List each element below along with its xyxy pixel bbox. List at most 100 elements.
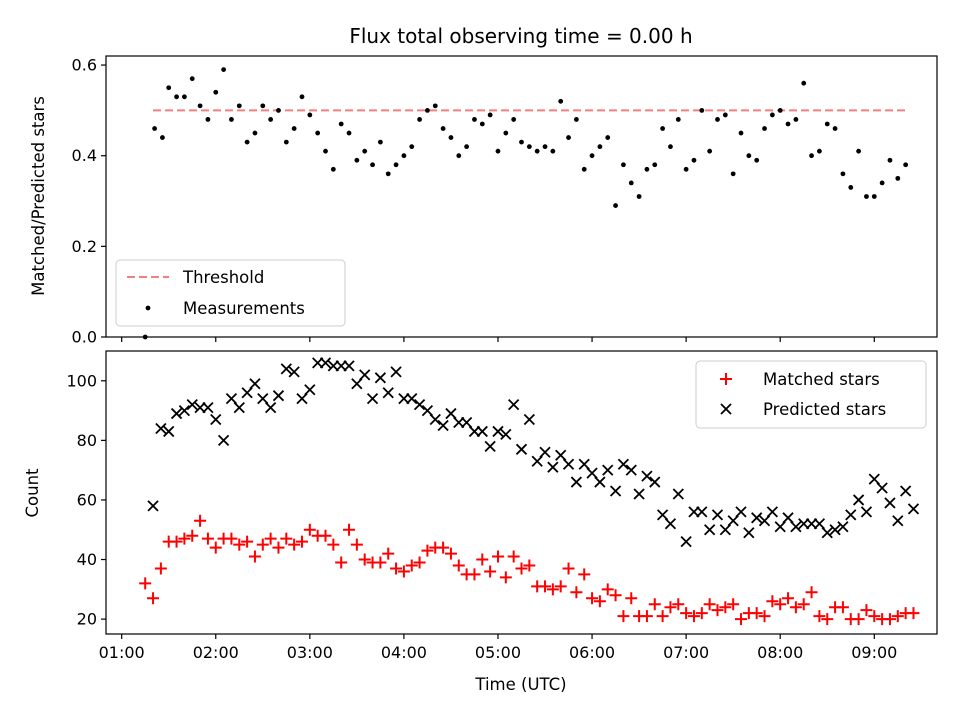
- predicted-star-point: [476, 425, 488, 438]
- measurement-point: [817, 148, 822, 154]
- matched-star-point: [295, 535, 308, 548]
- predicted-star-point: [233, 401, 245, 414]
- measurement-point: [730, 171, 736, 177]
- measurement-point: [511, 117, 517, 122]
- predicted-star-point: [735, 506, 747, 518]
- matched-star-point: [758, 610, 771, 623]
- predicted-star-point: [704, 524, 716, 536]
- measurement-point: [229, 117, 234, 122]
- matched-star-point: [335, 556, 348, 569]
- x-tick-label: 05:00: [475, 643, 521, 662]
- measurement-point: [370, 162, 375, 168]
- matched-star-point: [774, 598, 787, 611]
- measurement-point: [566, 135, 571, 140]
- measurement-point: [887, 157, 893, 163]
- matched-star-point: [350, 538, 363, 551]
- bottom-y-axis-label: Count: [23, 468, 42, 518]
- predicted-star-point: [892, 515, 904, 527]
- measurement-point: [636, 194, 642, 199]
- predicted-star-point: [578, 458, 590, 470]
- matched-star-point: [437, 541, 450, 554]
- legend-matched-swatch: [720, 373, 732, 385]
- measurement-point: [864, 194, 869, 199]
- matched-star-point: [821, 613, 834, 626]
- bottom-legend-box: [695, 360, 927, 429]
- matched-star-point: [648, 598, 661, 611]
- measurement-point: [519, 139, 524, 145]
- matched-star-point: [507, 550, 520, 563]
- measurement-point: [628, 180, 634, 186]
- measurement-point: [487, 112, 493, 118]
- predicted-star-point: [570, 476, 583, 488]
- matched-star-point: [491, 550, 504, 563]
- predicted-star-point: [813, 518, 826, 530]
- bottom-y-tick-label: 60: [77, 490, 97, 509]
- matched-star-point: [554, 580, 567, 593]
- matched-star-point: [891, 610, 904, 623]
- matched-star-point: [680, 607, 693, 620]
- measurement-point: [338, 121, 344, 127]
- measurement-point: [213, 89, 219, 95]
- measurement-point: [597, 144, 603, 150]
- matched-star-point: [860, 604, 873, 617]
- measurement-point: [299, 94, 305, 100]
- measurement-point: [425, 107, 430, 113]
- measurement-point: [879, 180, 885, 186]
- measurement-point: [746, 153, 752, 159]
- top-y-tick-label: 0.6: [72, 56, 97, 75]
- measurement-point: [699, 107, 705, 113]
- matched-star-point: [672, 598, 685, 611]
- measurement-point: [393, 162, 399, 168]
- matched-star-point: [319, 529, 332, 542]
- predicted-star-point: [719, 524, 731, 536]
- matched-star-point: [664, 601, 677, 614]
- bottom-panel: 20 40 60 80 100 01:00 02:00 03:00 04:00 05:00 06:…: [23, 350, 938, 694]
- predicted-star-point: [319, 357, 332, 369]
- matched-star-point: [444, 547, 457, 560]
- measurement-point: [683, 166, 689, 172]
- matched-star-point: [186, 529, 199, 542]
- measurement-point: [323, 148, 328, 154]
- measurement-point: [777, 107, 783, 113]
- predicted-star-point: [539, 446, 551, 458]
- predicted-star-point: [876, 482, 888, 494]
- predicted-star-point: [421, 404, 434, 417]
- measurement-point: [542, 144, 548, 150]
- top-y-tick-label: 0.4: [72, 146, 97, 165]
- matched-star-point: [578, 568, 591, 581]
- predicted-star-point: [641, 470, 653, 482]
- measurement-point: [871, 194, 877, 199]
- predicted-star-point: [163, 425, 175, 438]
- matched-star-point: [413, 556, 426, 569]
- bottom-y-tick-label: 20: [77, 610, 97, 629]
- predicted-star-point: [602, 464, 614, 476]
- predicted-star-point: [202, 401, 214, 414]
- measurement-point: [754, 157, 760, 163]
- predicted-star-point: [429, 413, 441, 426]
- predicted-star-point: [782, 512, 794, 524]
- matched-star-point: [782, 592, 795, 605]
- measurement-point: [166, 85, 172, 91]
- matched-star-point: [343, 523, 356, 536]
- predicted-star-point: [609, 485, 622, 497]
- predicted-star-point: [343, 360, 355, 372]
- predicted-star-point: [884, 497, 896, 509]
- legend-threshold-label: Threshold: [182, 268, 264, 287]
- matched-star-point: [852, 613, 865, 626]
- matched-star-point: [797, 598, 810, 611]
- predicted-star-point: [594, 476, 606, 488]
- predicted-star-point: [656, 509, 669, 521]
- matched-star-point: [374, 556, 387, 569]
- x-axis-label: Time (UTC): [474, 675, 566, 694]
- predicted-star-point: [241, 387, 253, 399]
- measurement-point: [675, 117, 681, 122]
- predicted-star-point: [382, 387, 394, 399]
- x-tick-label: 06:00: [569, 643, 615, 662]
- matched-star-point: [303, 523, 316, 536]
- predicted-star-point: [500, 428, 512, 441]
- measurement-point: [856, 148, 862, 154]
- measurement-point: [197, 103, 203, 109]
- x-tick-label: 02:00: [193, 643, 239, 662]
